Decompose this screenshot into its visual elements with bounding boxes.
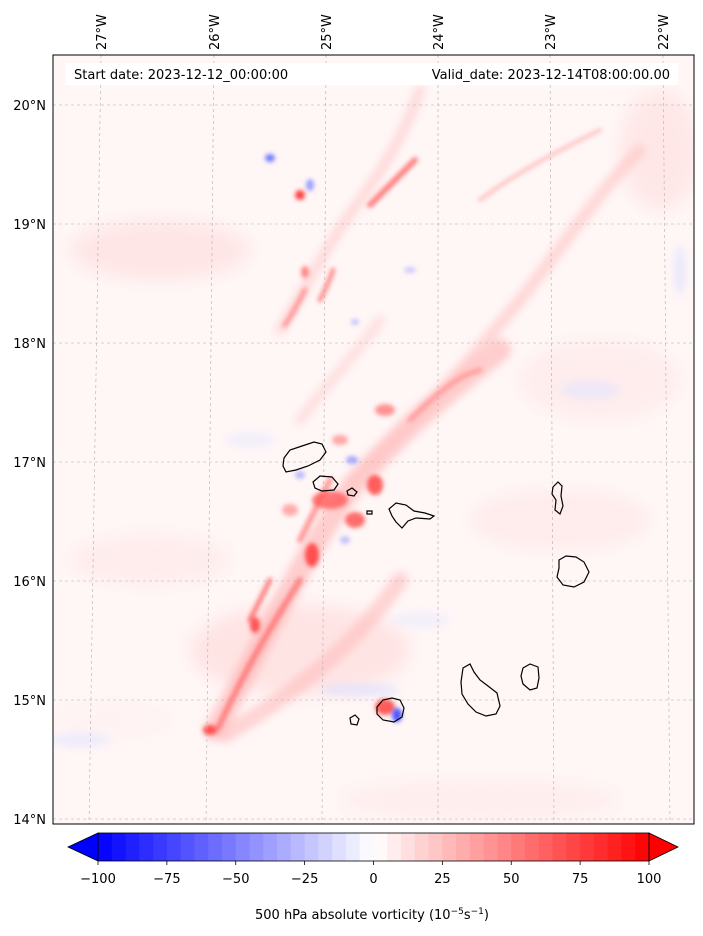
- start-date-text: Start date: 2023-12-12_00:00:00: [74, 68, 288, 83]
- colorbar-cell: [359, 833, 375, 861]
- lon-label: 22°W: [657, 14, 672, 50]
- island-boa-vista: [556, 555, 590, 588]
- colorbar-cell: [235, 833, 251, 861]
- colorbar-cell: [401, 833, 416, 861]
- colorbar-cell: [387, 833, 402, 861]
- colorbar-cell: [483, 833, 499, 861]
- colorbar-tick-label: 0: [369, 872, 377, 887]
- island-santa-luzia: [346, 487, 358, 497]
- colorbar-cell: [414, 833, 430, 861]
- island-santo-antao: [282, 441, 327, 473]
- lon-label: 23°W: [544, 14, 559, 50]
- colorbar: −100 −75 −50 −25 0 25 50 75 100 500 hPa absolute…: [67, 832, 679, 923]
- colorbar-cell: [194, 833, 209, 861]
- lat-label: 17°N: [13, 456, 46, 471]
- colorbar-cell: [552, 833, 567, 861]
- colorbar-cell: [166, 833, 182, 861]
- island-sao-nicolau: [388, 502, 436, 529]
- island-sao-vicente: [312, 475, 339, 492]
- latitude-labels: 20°N 19°N 18°N 17°N 16°N 15°N 14°N: [13, 99, 46, 828]
- colorbar-tick-label: 25: [434, 872, 451, 887]
- island-brava: [349, 714, 360, 726]
- island-fogo: [376, 697, 405, 723]
- colorbar-tick-label: −50: [222, 872, 249, 887]
- island-maio: [520, 663, 540, 691]
- colorbar-cell: [221, 833, 237, 861]
- colorbar-cell: [469, 833, 485, 861]
- colorbar-tick-label: 75: [572, 872, 589, 887]
- longitude-labels: 27°W 26°W 25°W 24°W 23°W 22°W: [95, 14, 672, 50]
- valid-date-text: Valid_date: 2023-12-14T08:00:00.00: [432, 68, 670, 83]
- colorbar-cell: [304, 833, 320, 861]
- colorbar-cell: [153, 833, 168, 861]
- colorbar-cell: [442, 833, 457, 861]
- colorbar-cell: [111, 833, 127, 861]
- colorbar-ticks: −100 −75 −50 −25 0 25 50 75 100: [80, 861, 661, 887]
- colorbar-label: 500 hPa absolute vorticity (10−5s−1): [255, 907, 489, 923]
- colorbar-tick-label: 100: [637, 872, 662, 887]
- colorbar-cell: [538, 833, 554, 861]
- lat-label: 20°N: [13, 99, 46, 114]
- colorbar-cell: [277, 833, 292, 861]
- lat-label: 16°N: [13, 575, 46, 590]
- colorbar-tick-label: −25: [291, 872, 318, 887]
- colorbar-cell: [566, 833, 581, 861]
- colorbar-cell: [593, 833, 609, 861]
- colorbar-extend-max: [648, 832, 679, 862]
- colorbar-cell: [497, 833, 512, 861]
- colorbar-cell: [511, 833, 526, 861]
- island-ilheu-raso: [366, 510, 373, 515]
- colorbar-tick-label: −100: [80, 872, 116, 887]
- colorbar-cell: [290, 833, 306, 861]
- map-frame: [52, 54, 695, 825]
- lat-label: 19°N: [13, 218, 46, 233]
- colorbar-cell: [332, 833, 347, 861]
- colorbar-cell: [208, 833, 223, 861]
- colorbar-cell: [263, 833, 278, 861]
- lon-label: 27°W: [95, 14, 110, 50]
- colorbar-cell: [318, 833, 333, 861]
- lon-label: 24°W: [432, 14, 447, 50]
- colorbar-cell: [373, 833, 388, 861]
- colorbar-cell: [249, 833, 264, 861]
- colorbar-cell: [635, 833, 650, 861]
- colorbar-cell: [607, 833, 623, 861]
- lat-label: 18°N: [13, 337, 46, 352]
- colorbar-tick-label: −75: [153, 872, 180, 887]
- colorbar-extend-min: [67, 832, 99, 862]
- colorbar-cell: [580, 833, 595, 861]
- colorbar-cell: [345, 833, 361, 861]
- colorbar-cell: [98, 833, 113, 861]
- colorbar-cell: [125, 833, 140, 861]
- colorbar-tick-label: 50: [503, 872, 520, 887]
- vorticity-field: [53, 55, 694, 824]
- colorbar-cell: [525, 833, 540, 861]
- lat-label: 14°N: [13, 813, 46, 828]
- coastlines: [282, 441, 590, 726]
- gridlines: [53, 55, 694, 824]
- colorbar-cell: [456, 833, 471, 861]
- lat-label: 15°N: [13, 694, 46, 709]
- island-sal: [551, 481, 564, 515]
- colorbar-cell: [621, 833, 636, 861]
- date-header-box: [66, 63, 678, 85]
- island-santiago: [460, 663, 501, 717]
- colorbar-cell: [139, 833, 154, 861]
- lon-label: 26°W: [208, 14, 223, 50]
- lon-label: 25°W: [320, 14, 335, 50]
- colorbar-cells: [98, 833, 650, 861]
- colorbar-cell: [428, 833, 443, 861]
- colorbar-cell: [180, 833, 196, 861]
